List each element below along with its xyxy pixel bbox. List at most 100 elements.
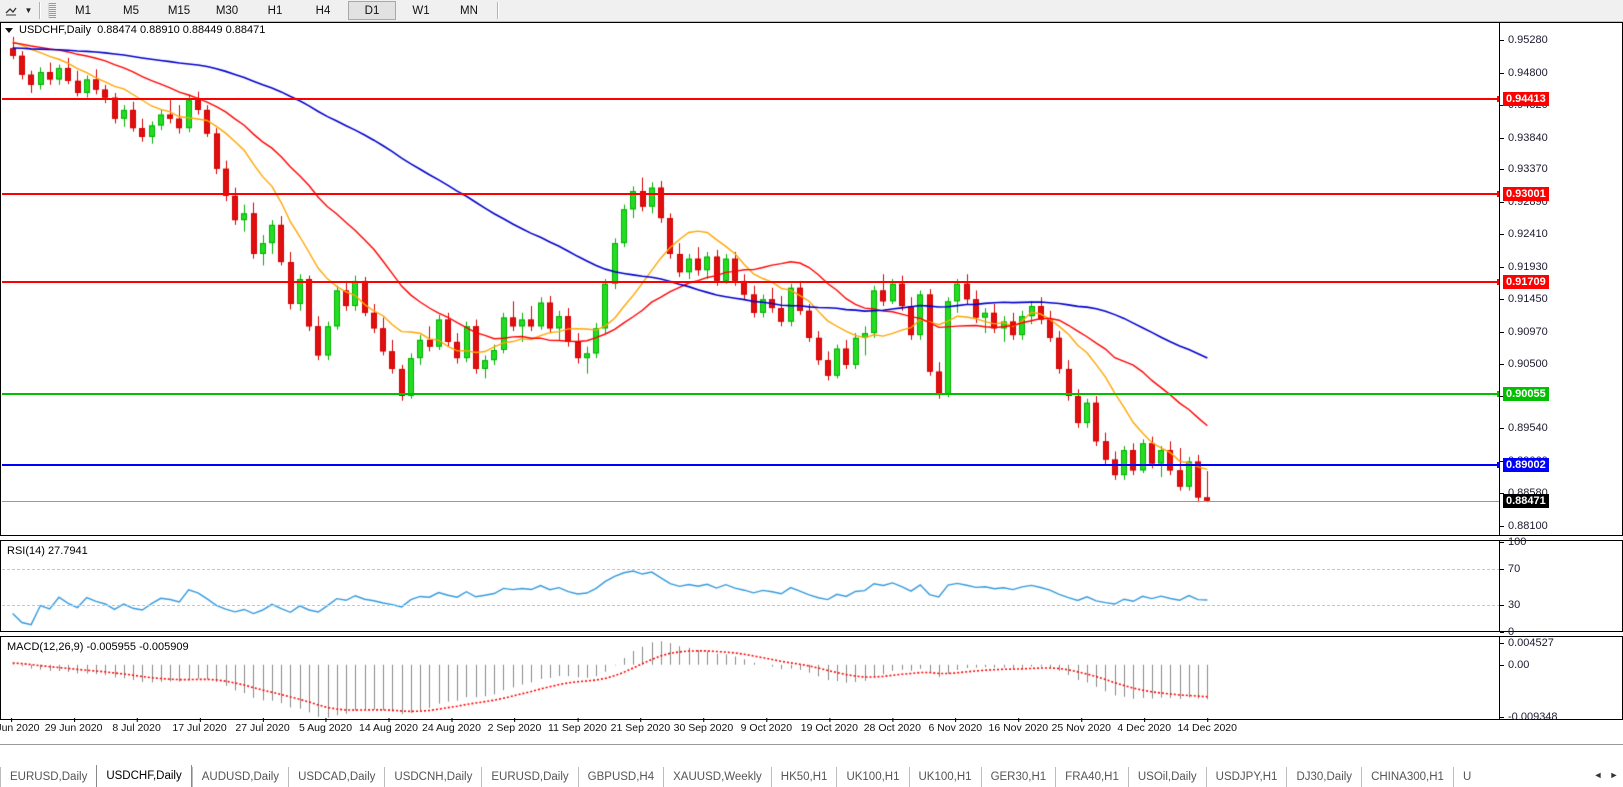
- macd-scale: 0.004527 0.00 -0.009348: [1499, 637, 1622, 723]
- price-tick: 0.88100: [1500, 520, 1548, 532]
- macd-title: MACD(12,26,9) -0.005955 -0.005909: [7, 641, 189, 653]
- timeframe-h4[interactable]: H4: [315, 4, 331, 17]
- price-tick: 0.90970: [1500, 326, 1548, 338]
- tab-scroll-right-icon[interactable]: ►: [1609, 770, 1619, 780]
- price-tick: 0.90500: [1500, 358, 1548, 370]
- timeframe-m1[interactable]: M1: [75, 4, 91, 17]
- macd-tick: -0.009348: [1500, 711, 1558, 723]
- collapse-triangle-icon[interactable]: [5, 27, 13, 33]
- price-pane[interactable]: 0.952800.948000.943200.938400.933700.928…: [0, 22, 1623, 536]
- toolbar-divider: [39, 2, 40, 19]
- macd-canvas: [2, 638, 1500, 718]
- toolbar-grip-handle[interactable]: [48, 3, 56, 18]
- timeframe-w1[interactable]: W1: [412, 4, 430, 17]
- chart-tab-usdjpy-h1[interactable]: USDJPY,H1: [1205, 767, 1287, 787]
- price-level-label[interactable]: 0.88471: [1503, 493, 1549, 508]
- timeframe-toolbar: ▼ M1 M5 M15 M30 H1 H4 D1 W1 MN: [0, 0, 1623, 22]
- date-tick: 17 Jul 2020: [172, 718, 227, 734]
- timeframe-m30[interactable]: M30: [215, 4, 239, 17]
- date-tick: 16 Nov 2020: [988, 718, 1049, 734]
- chart-tab-hk50-h1[interactable]: HK50,H1: [770, 767, 837, 787]
- tab-scroll-left-icon[interactable]: ◄: [1593, 770, 1603, 780]
- timeframe-m15[interactable]: M15: [167, 4, 191, 17]
- price-plot-region[interactable]: [2, 24, 1500, 534]
- price-tick: 0.91450: [1500, 293, 1548, 305]
- chart-tab-xauusd-weekly[interactable]: XAUUSD,Weekly: [663, 767, 771, 787]
- chart-tab-china300-h1[interactable]: CHINA300,H1: [1361, 767, 1453, 787]
- price-level-label[interactable]: 0.93001: [1503, 187, 1549, 202]
- rsi-tick: 30: [1500, 599, 1520, 611]
- chart-canvas-area[interactable]: 0.952800.948000.943200.938400.933700.928…: [0, 22, 1623, 723]
- date-tick: 19 Oct 2020: [800, 718, 858, 734]
- price-level-label[interactable]: 0.90055: [1503, 386, 1549, 401]
- rsi-tick: 70: [1500, 563, 1520, 575]
- chart-tab-dj30-daily[interactable]: DJ30,Daily: [1286, 767, 1361, 787]
- macd-plot-region[interactable]: [2, 638, 1500, 718]
- price-tick: 0.93370: [1500, 163, 1548, 175]
- rsi-scale: 100 70 30 0: [1499, 536, 1622, 638]
- ohlc-values: 0.88474 0.88910 0.88449 0.88471: [97, 24, 266, 36]
- date-tick: 30 Sep 2020: [673, 718, 734, 734]
- date-tick: 24 Aug 2020: [421, 718, 481, 734]
- candlestick-canvas: [2, 24, 1500, 534]
- date-tick: 14 Dec 2020: [1177, 718, 1237, 734]
- rsi-tick: 0: [1500, 626, 1514, 638]
- chart-tab-u[interactable]: U: [1452, 767, 1480, 787]
- chart-tab-bar: EURUSD,Daily USDCHF,Daily AUDUSD,Daily USDC…: [0, 744, 1623, 787]
- price-tick: 0.94800: [1500, 67, 1548, 79]
- macd-tick: 0.004527: [1500, 637, 1554, 649]
- price-level-label[interactable]: 0.94413: [1503, 91, 1549, 106]
- date-tick: 21 Sep 2020: [610, 718, 671, 734]
- chart-tab-eurusd-daily[interactable]: EURUSD,Daily: [0, 767, 96, 787]
- chart-tab-audusd-daily[interactable]: AUDUSD,Daily: [191, 767, 288, 787]
- symbol-info-bar: USDCHF,Daily 0.88474 0.88910 0.88449 0.8…: [1, 23, 265, 37]
- price-tick: 0.92410: [1500, 228, 1548, 240]
- date-tick: 28 Oct 2020: [863, 718, 921, 734]
- timeframe-h1[interactable]: H1: [267, 4, 283, 17]
- date-tick: 11 Sep 2020: [548, 718, 607, 734]
- price-level-label[interactable]: 0.91709: [1503, 274, 1549, 289]
- chart-tab-fra40-h1[interactable]: FRA40,H1: [1055, 767, 1128, 787]
- toolbar-divider-right: [497, 2, 498, 19]
- timeframe-d1[interactable]: D1: [348, 1, 396, 20]
- macd-tick: 0.00: [1500, 659, 1529, 671]
- chart-tab-usoil-daily[interactable]: USOil,Daily: [1127, 767, 1206, 787]
- date-tick: 29 Jun 2020: [44, 718, 103, 734]
- rsi-tick: 100: [1500, 536, 1526, 548]
- date-tick: 25 Nov 2020: [1051, 718, 1112, 734]
- date-tick: 6 Nov 2020: [928, 718, 983, 734]
- date-tick: 19 Jun 2020: [0, 718, 40, 734]
- symbol-label: USDCHF,Daily: [19, 24, 92, 36]
- toolbar-dropdown-arrow-icon[interactable]: ▼: [24, 6, 33, 15]
- date-tick: 2 Sep 2020: [487, 718, 542, 734]
- macd-pane[interactable]: 0.004527 0.00 -0.009348 MACD(12,26,9) -0.0…: [0, 636, 1623, 723]
- chart-tab-gbpusd-h4[interactable]: GBPUSD,H4: [577, 767, 663, 787]
- rsi-plot-region[interactable]: [2, 542, 1500, 630]
- chart-tab-ger30-h1[interactable]: GER30,H1: [980, 767, 1056, 787]
- price-scale[interactable]: 0.952800.948000.943200.938400.933700.928…: [1499, 23, 1622, 535]
- chart-tab-uk100-h1[interactable]: UK100,H1: [836, 767, 908, 787]
- tab-scroll-controls[interactable]: ◄ ►: [1591, 767, 1621, 783]
- chart-tab-uk100-h1[interactable]: UK100,H1: [908, 767, 981, 787]
- chart-tab-usdchf-daily[interactable]: USDCHF,Daily: [96, 765, 192, 787]
- date-tick: 4 Dec 2020: [1117, 718, 1172, 734]
- crosshair-tool-icon[interactable]: [0, 1, 22, 20]
- timeframe-mn[interactable]: MN: [460, 4, 478, 17]
- chart-tab-eurusd-daily[interactable]: EURUSD,Daily: [481, 767, 577, 787]
- rsi-title: RSI(14) 27.7941: [7, 545, 88, 557]
- price-tick: 0.95280: [1500, 34, 1548, 46]
- price-level-label[interactable]: 0.89002: [1503, 457, 1549, 472]
- chart-tab-usdcnh-daily[interactable]: USDCNH,Daily: [384, 767, 481, 787]
- chart-tabs[interactable]: EURUSD,Daily USDCHF,Daily AUDUSD,Daily USDC…: [0, 765, 1583, 787]
- timeframe-m5[interactable]: M5: [123, 4, 139, 17]
- rsi-pane[interactable]: 100 70 30 0 RSI(14) 27.7941: [0, 536, 1623, 638]
- rsi-line-canvas: [2, 542, 1500, 630]
- date-tick: 8 Jul 2020: [112, 718, 161, 734]
- date-tick: 9 Oct 2020: [740, 718, 793, 734]
- chart-tab-usdcad-daily[interactable]: USDCAD,Daily: [288, 767, 384, 787]
- date-tick: 14 Aug 2020: [359, 718, 418, 734]
- price-tick: 0.91930: [1500, 261, 1548, 273]
- date-tick: 27 Jul 2020: [235, 718, 290, 734]
